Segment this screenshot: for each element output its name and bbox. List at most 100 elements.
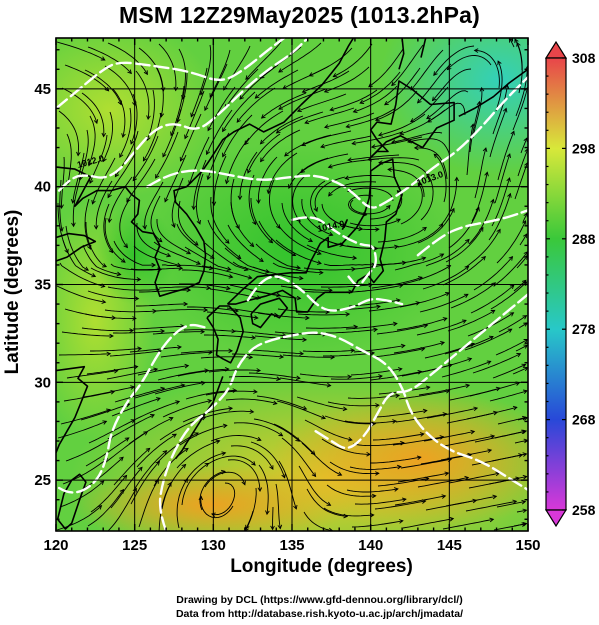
- streamline-arrowhead: [247, 275, 253, 280]
- streamline: [300, 153, 349, 173]
- streamline-arrowhead: [275, 129, 281, 134]
- streamline: [513, 523, 527, 527]
- streamline: [250, 198, 273, 244]
- streamline-arrowhead: [104, 86, 110, 92]
- streamline: [90, 267, 141, 280]
- streamline: [465, 229, 501, 268]
- streamline: [301, 442, 342, 476]
- streamline: [72, 175, 82, 227]
- streamline: [56, 285, 106, 303]
- streamline-arrowhead: [100, 56, 106, 61]
- streamline-arrowhead: [512, 405, 518, 411]
- streamline-arrowhead: [225, 285, 231, 291]
- streamline: [474, 49, 500, 89]
- y-axis-label: Latitude (degrees): [2, 209, 23, 375]
- streamline-arrowhead: [484, 171, 489, 177]
- coast-hokkaido: [369, 80, 455, 158]
- streamline-arrowhead: [470, 123, 475, 129]
- streamline: [392, 436, 444, 446]
- streamline: [207, 86, 236, 131]
- streamline-arrowhead: [327, 164, 333, 169]
- streamline: [442, 256, 486, 286]
- coast-sakhalin: [398, 38, 405, 70]
- streamline-arrowhead: [215, 439, 221, 445]
- streamline: [433, 153, 447, 203]
- streamline-arrowhead: [347, 437, 353, 442]
- streamline: [346, 488, 398, 493]
- streamline: [200, 44, 212, 95]
- streamline-arrowhead: [422, 408, 428, 414]
- streamline: [399, 292, 450, 308]
- streamline: [205, 390, 257, 396]
- colorbar-label-278: 278: [572, 321, 596, 337]
- streamline: [158, 286, 211, 289]
- streamline: [368, 48, 404, 88]
- streamline: [64, 64, 109, 92]
- streamline: [155, 309, 208, 312]
- streamline-arrowhead: [506, 153, 511, 158]
- streamline-arrowhead: [251, 461, 256, 466]
- streamline-arrowhead: [395, 298, 401, 303]
- streamline: [260, 115, 304, 145]
- streamline-arrowhead: [87, 161, 93, 167]
- streamline-arrowhead: [378, 132, 383, 137]
- streamline: [176, 478, 188, 529]
- streamline: [245, 510, 254, 529]
- streamline: [350, 199, 391, 215]
- streamline: [301, 198, 333, 236]
- streamline: [497, 416, 527, 425]
- coast-kurils: [458, 68, 528, 118]
- streamline-arrowhead: [278, 105, 284, 110]
- streamline: [227, 224, 264, 262]
- streamline-arrowhead: [371, 421, 377, 427]
- streamline: [422, 266, 469, 290]
- streamline-arrowhead: [313, 207, 318, 213]
- streamline-arrowhead: [465, 238, 470, 244]
- streamline: [276, 400, 326, 419]
- streamline-arrowhead: [400, 343, 406, 349]
- streamline-arrowhead: [441, 494, 447, 499]
- streamline-arrowhead: [427, 118, 432, 123]
- streamline: [87, 290, 139, 300]
- streamline-arrowhead: [164, 197, 169, 203]
- streamline: [522, 213, 528, 223]
- streamline: [375, 410, 427, 418]
- streamline: [204, 334, 256, 339]
- coast-shandong: [56, 232, 97, 262]
- streamline-arrowhead: [316, 250, 322, 256]
- streamline: [466, 406, 517, 420]
- streamline-arrowhead: [506, 177, 511, 182]
- streamline-arrowhead: [245, 524, 250, 530]
- streamline-arrowhead: [509, 312, 515, 317]
- streamline: [417, 477, 469, 488]
- streamline: [177, 368, 229, 377]
- streamline: [80, 403, 130, 421]
- streamline-arrowhead: [512, 499, 518, 505]
- streamline: [350, 368, 402, 376]
- streamline: [368, 157, 420, 161]
- streamline: [305, 326, 358, 329]
- streamline-arrowhead: [204, 106, 209, 112]
- contour-southeast-1013: [314, 293, 528, 450]
- streamline: [416, 319, 467, 336]
- streamline: [225, 398, 277, 405]
- coast-taiwan: [56, 473, 87, 530]
- streamline: [400, 458, 452, 469]
- streamline-arrowhead: [370, 144, 376, 149]
- streamline-arrowhead: [347, 157, 353, 162]
- streamline-arrowhead: [522, 452, 528, 457]
- streamline-arrowhead: [119, 488, 125, 494]
- streamline: [108, 414, 155, 440]
- streamline-arrowhead: [109, 333, 114, 339]
- streamline: [304, 107, 355, 124]
- streamline: [376, 324, 428, 335]
- streamline-arrowhead: [492, 494, 498, 500]
- streamline-arrowhead: [153, 367, 159, 373]
- y-tick-label-40: 40: [34, 179, 51, 196]
- streamline-arrowhead: [522, 220, 527, 225]
- streamline-arrowhead: [137, 346, 143, 351]
- streamline-arrowhead: [347, 374, 353, 380]
- streamline: [255, 69, 299, 99]
- streamline: [257, 312, 309, 319]
